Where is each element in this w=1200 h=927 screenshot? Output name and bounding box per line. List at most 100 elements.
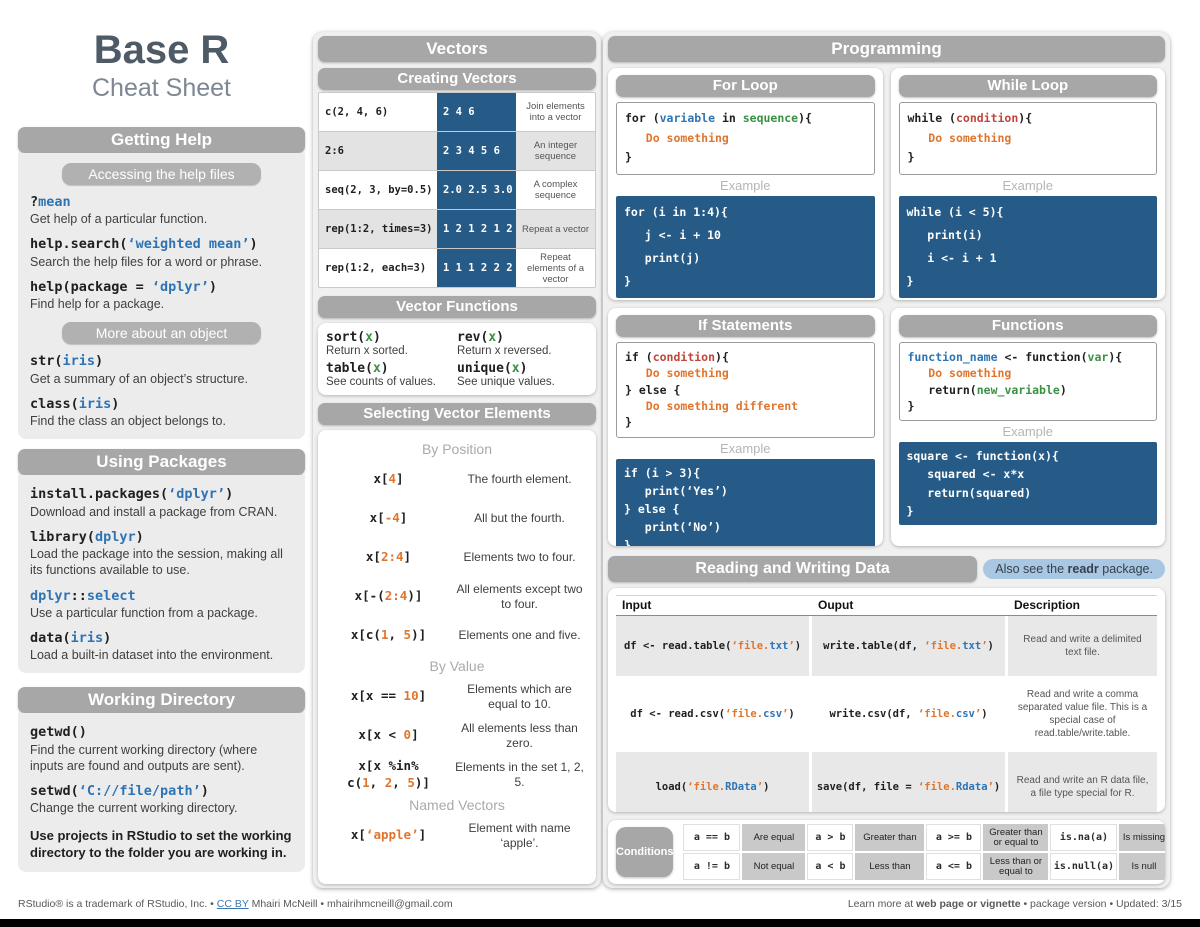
group-label-named-vectors: Named Vectors [409, 797, 505, 813]
table-row: rep(1:2, times=3) 1 2 1 2 1 2 Repeat a v… [319, 209, 595, 248]
help-entry: help(package = ‘dplyr’) Find help for a … [30, 278, 293, 312]
if-syntax: if (condition){ Do something } else { Do… [616, 342, 875, 438]
readr-badge: Also see the readr package. [983, 559, 1165, 579]
subsection-header-functions: Functions [898, 315, 1157, 337]
table-row: 2:6 2 3 4 5 6 An integer sequence [319, 131, 595, 170]
table-row: rep(1:2, each=3) 1 1 1 2 2 2 Repeat elem… [319, 248, 595, 287]
table-row: df <- read.csv(‘file. csv’) write.csv(df,… [616, 676, 1157, 752]
functions-example: square <- function(x){ squared <- x*x re… [898, 442, 1157, 525]
vectors-section: Vectors Creating Vectors c(2, 4, 6) 2 4 … [313, 32, 601, 888]
creating-vectors-table: c(2, 4, 6) 2 4 6 Join elements into a ve… [318, 92, 596, 288]
vector-result: 1 2 1 2 1 2 [437, 210, 516, 248]
code-snippet: library(dplyr) [30, 528, 144, 545]
subsection-header-vector-functions: Vector Functions [318, 296, 596, 318]
subsection-header-creating-vectors: Creating Vectors [318, 68, 596, 90]
package-entry: install.packages(‘dplyr’) Download and i… [30, 485, 293, 519]
vf-entry: rev(x) Return x reversed. [457, 330, 552, 357]
code-snippet: setwd(‘C://file/path’) [30, 783, 209, 800]
if-statements-panel: If Statements if (condition){ Do somethi… [608, 308, 883, 546]
section-header-working-directory: Working Directory [18, 687, 305, 714]
package-entry: dplyr::select Use a particular function … [30, 587, 293, 621]
conditions-panel: Conditions a == b Are equal a > b Greate… [608, 820, 1165, 884]
section-header-getting-help: Getting Help [18, 127, 305, 153]
group-label-by-value: By Value [429, 658, 485, 674]
subsection-header-for-loop: For Loop [616, 75, 875, 97]
vector-result: 2 3 4 5 6 [437, 132, 516, 170]
reading-writing-table: Input Ouput Description df <- read.table… [608, 588, 1165, 813]
rstudio-projects-note: Use projects in RStudio to set the worki… [30, 827, 292, 861]
code-snippet: dplyr::select [30, 587, 136, 604]
subsection-header-if-statements: If Statements [616, 315, 875, 337]
select-row: x[c(1, 5)] Elements one and five. [350, 627, 581, 643]
code-snippet: class(iris) [30, 395, 120, 412]
page-subtitle: Cheat Sheet [92, 74, 231, 102]
table-row: seq(2, 3, by=0.5) 2.0 2.5 3.0 A complex … [319, 170, 595, 209]
select-row: x[-4] All but the fourth. [369, 510, 565, 526]
footer-left: RStudio® is a trademark of RStudio, Inc.… [18, 898, 453, 910]
while-loop-syntax: while (condition){ Do something } [898, 102, 1157, 175]
vector-result: 2.0 2.5 3.0 [437, 171, 516, 209]
table-row: df <- read.table(‘file. txt’) write.table… [616, 616, 1157, 676]
left-column: Base R Cheat Sheet Getting Help Accessin… [18, 8, 305, 872]
if-example: if (i > 3){ print(‘Yes’) } else { print(… [616, 458, 875, 546]
help-entry: class(iris) Find the class an object bel… [30, 395, 293, 429]
footer: RStudio® is a trademark of RStudio, Inc.… [18, 898, 1182, 910]
help-entry: str(iris) Get a summary of an object’s s… [30, 352, 293, 386]
functions-panel: Functions function_name <- function(var)… [890, 308, 1165, 546]
conditions-label: Conditions [616, 827, 674, 878]
page-title: Base R [93, 28, 230, 72]
select-row: x[2:4] Elements two to four. [365, 549, 576, 565]
select-row: x[x < 0] All elements less than zero. [358, 720, 578, 750]
vf-entry: sort(x) Return x sorted. [326, 330, 408, 357]
using-packages-body: install.packages(‘dplyr’) Download and i… [18, 475, 305, 674]
bottom-black-bar [0, 919, 1200, 927]
programming-section: Programming For Loop for (variable in se… [603, 32, 1170, 888]
code-snippet: help.search(‘weighted mean’) [30, 236, 258, 253]
while-loop-example: while (i < 5){ print(i) i <- i + 1 } [898, 195, 1157, 298]
wd-entry: getwd() Find the current working directo… [30, 723, 293, 774]
working-directory-body: getwd() Find the current working directo… [18, 713, 305, 872]
select-row: x[x %in% c(1, 2, 5)] Elements in the set… [347, 758, 584, 790]
select-row: x[‘apple’] Element with name ‘apple’. [350, 820, 571, 850]
subheader-more-about-object: More about an object [61, 322, 262, 345]
example-label: Example [1002, 177, 1054, 193]
conditions-table: a == b Are equal a > b Greater than a >=… [683, 824, 1165, 881]
help-entry: help.search(‘weighted mean’) Search the … [30, 235, 293, 269]
subsection-header-reading-writing: Reading and Writing Data [608, 556, 978, 582]
table-row: c(2, 4, 6) 2 4 6 Join elements into a ve… [319, 93, 595, 131]
code-snippet: install.packages(‘dplyr’) [30, 486, 234, 503]
example-label: Example [1002, 424, 1054, 440]
select-row: x[x == 10] Elements which are equal to 1… [350, 681, 572, 711]
code-snippet: help(package = ‘dplyr’) [30, 278, 217, 295]
package-entry: data(iris) Load a built-in dataset into … [30, 629, 293, 663]
functions-syntax: function_name <- function(var){ Do somet… [898, 342, 1157, 422]
vector-functions-panel: sort(x) Return x sorted. rev(x) Return x… [318, 323, 596, 395]
for-loop-syntax: for (variable in sequence){ Do something… [616, 102, 875, 175]
for-loop-example: for (i in 1:4){ j <- i + 10 print(j) } [616, 195, 875, 298]
selecting-panel: By Position x[4] The fourth element. x[-… [318, 430, 596, 884]
code-snippet: getwd() [30, 724, 87, 741]
subsection-header-selecting: Selecting Vector Elements [318, 403, 596, 425]
for-loop-panel: For Loop for (variable in sequence){ Do … [608, 68, 883, 300]
example-label: Example [719, 440, 771, 456]
vf-entry: table(x) See counts of values. [326, 361, 436, 388]
code-snippet: ?mean [30, 194, 71, 210]
select-row: x[-(2:4)] All elements except two to fou… [354, 581, 583, 611]
footer-right: Learn more at web page or vignette • pac… [847, 898, 1182, 910]
section-header-programming: Programming [608, 36, 1165, 62]
getting-help-body: Accessing the help files ?mean Get help … [18, 153, 305, 440]
subheader-accessing-help-files: Accessing the help files [61, 163, 262, 185]
vector-result: 2 4 6 [437, 93, 516, 131]
code-snippet: data(iris) [30, 630, 112, 646]
while-loop-panel: While Loop while (condition){ Do somethi… [890, 68, 1165, 300]
cc-by-link[interactable]: CC BY [216, 898, 249, 910]
help-entry: ?mean Get help of a particular function. [30, 193, 293, 227]
section-header-using-packages: Using Packages [18, 449, 305, 476]
section-header-vectors: Vectors [318, 36, 596, 62]
subsection-header-while-loop: While Loop [898, 75, 1157, 97]
example-label: Example [719, 177, 771, 193]
wd-entry: setwd(‘C://file/path’) Change the curren… [30, 782, 293, 816]
vector-result: 1 1 1 2 2 2 [437, 249, 516, 287]
vf-entry: unique(x) See unique values. [457, 361, 555, 388]
select-row: x[4] The fourth element. [373, 471, 572, 487]
